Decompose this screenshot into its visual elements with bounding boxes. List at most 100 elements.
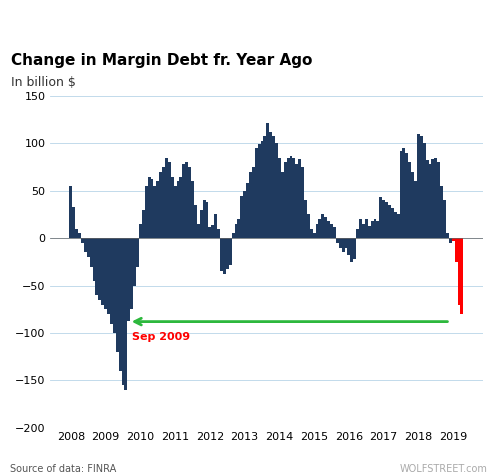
Bar	[78, 233, 81, 238]
Bar	[249, 172, 252, 238]
Bar	[437, 162, 440, 238]
Bar	[116, 238, 119, 352]
Bar	[99, 238, 101, 300]
Bar	[139, 224, 142, 238]
Bar	[107, 238, 110, 314]
Bar	[162, 167, 165, 238]
Bar	[90, 238, 93, 267]
Bar	[156, 181, 159, 238]
Bar	[241, 196, 243, 238]
Bar	[223, 238, 226, 274]
Bar	[414, 181, 417, 238]
Text: Source of data: FINRA: Source of data: FINRA	[10, 464, 116, 474]
Bar	[316, 224, 319, 238]
Bar	[408, 162, 411, 238]
Bar	[420, 136, 423, 238]
Bar	[174, 186, 177, 238]
Bar	[179, 177, 182, 238]
Bar	[168, 162, 171, 238]
Bar	[130, 238, 133, 309]
Text: Sep 2009: Sep 2009	[131, 332, 190, 342]
Bar	[339, 238, 342, 248]
Bar	[232, 233, 235, 238]
Bar	[351, 238, 353, 262]
Bar	[159, 172, 162, 238]
Bar	[353, 238, 356, 259]
Bar	[289, 156, 292, 238]
Bar	[417, 134, 420, 238]
Bar	[133, 238, 136, 286]
Bar	[426, 160, 429, 238]
Bar	[96, 238, 99, 295]
Bar	[101, 238, 104, 305]
Bar	[260, 141, 263, 238]
Bar	[431, 159, 434, 238]
Bar	[458, 238, 461, 305]
Bar	[217, 228, 220, 238]
Bar	[405, 153, 408, 238]
Bar	[124, 238, 127, 390]
Bar	[440, 186, 443, 238]
Bar	[147, 177, 150, 238]
Bar	[211, 225, 214, 238]
Bar	[209, 227, 211, 238]
Bar	[84, 238, 87, 252]
Bar	[142, 210, 145, 238]
Bar	[402, 148, 405, 238]
Bar	[75, 228, 78, 238]
Bar	[177, 181, 179, 238]
Bar	[356, 228, 359, 238]
Bar	[246, 183, 249, 238]
Bar	[368, 226, 371, 238]
Bar	[359, 219, 362, 238]
Bar	[165, 158, 168, 238]
Bar	[423, 143, 426, 238]
Bar	[342, 238, 345, 252]
Bar	[434, 158, 437, 238]
Bar	[348, 238, 351, 255]
Bar	[313, 233, 316, 238]
Bar	[206, 202, 209, 238]
Bar	[371, 221, 374, 238]
Bar	[243, 191, 246, 238]
Bar	[153, 186, 156, 238]
Bar	[255, 148, 257, 238]
Bar	[284, 162, 287, 238]
Bar	[394, 212, 397, 238]
Bar	[362, 224, 365, 238]
Bar	[336, 238, 339, 243]
Bar	[104, 238, 107, 309]
Bar	[81, 238, 84, 243]
Bar	[449, 238, 452, 243]
Bar	[110, 238, 113, 324]
Bar	[278, 158, 281, 238]
Bar	[122, 238, 124, 385]
Bar	[429, 164, 431, 238]
Bar	[87, 238, 90, 257]
Bar	[93, 238, 96, 281]
Bar	[461, 238, 463, 314]
Bar	[171, 177, 174, 238]
Bar	[452, 238, 455, 241]
Bar	[411, 172, 414, 238]
Bar	[229, 238, 232, 265]
Bar	[391, 208, 394, 238]
Bar	[443, 200, 446, 238]
Bar	[72, 207, 75, 238]
Bar	[324, 218, 327, 238]
Bar	[376, 221, 379, 238]
Bar	[374, 219, 376, 238]
Bar	[304, 200, 307, 238]
Bar	[379, 198, 382, 238]
Bar	[136, 238, 139, 267]
Bar	[455, 238, 458, 262]
Bar	[113, 238, 116, 333]
Bar	[263, 136, 266, 238]
Bar	[127, 238, 130, 321]
Bar	[226, 238, 229, 268]
Bar	[194, 205, 197, 238]
Bar	[321, 215, 324, 238]
Bar	[281, 172, 284, 238]
Bar	[269, 132, 272, 238]
Bar	[191, 181, 194, 238]
